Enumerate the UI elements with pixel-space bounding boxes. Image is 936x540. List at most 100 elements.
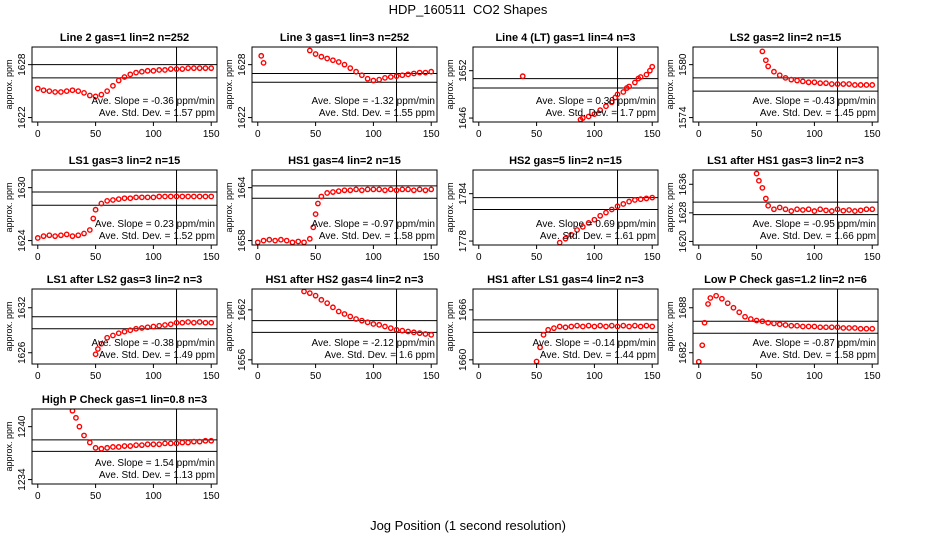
data-point bbox=[156, 193, 163, 200]
data-point bbox=[81, 89, 87, 96]
data-point bbox=[637, 74, 644, 80]
data-point bbox=[202, 65, 209, 72]
data-point bbox=[643, 195, 650, 202]
data-point bbox=[707, 295, 714, 301]
x-tick-label: 150 bbox=[423, 252, 440, 263]
data-point bbox=[637, 196, 644, 203]
x-tick-label: 50 bbox=[90, 129, 102, 140]
x-tick-label: 150 bbox=[423, 371, 440, 382]
data-point bbox=[568, 323, 575, 330]
slope-annotation: Ave. Slope = -0.87 ppm/min bbox=[753, 338, 877, 349]
std-annotation: Ave. Std. Dev. = 1.13 ppm bbox=[99, 470, 215, 481]
data-point bbox=[34, 85, 41, 92]
data-point bbox=[811, 323, 818, 330]
data-point bbox=[127, 71, 134, 78]
y-axis-label: approx. ppm bbox=[665, 59, 675, 109]
x-tick-label: 100 bbox=[365, 129, 382, 140]
x-tick-label: 0 bbox=[255, 252, 261, 263]
panel-7: LS1 after HS1 gas=3 lin=2 n=3 0 50 100 150 16… bbox=[665, 155, 881, 263]
data-point bbox=[817, 80, 824, 87]
data-point bbox=[63, 88, 70, 95]
data-series bbox=[301, 289, 435, 338]
data-point bbox=[196, 319, 203, 325]
data-point bbox=[782, 322, 789, 328]
panel-title: HS2 gas=5 lin=2 n=15 bbox=[509, 155, 622, 167]
std-annotation: Ave. Std. Dev. = 1.66 ppm bbox=[760, 231, 876, 242]
data-point bbox=[869, 325, 876, 332]
data-point bbox=[631, 79, 638, 86]
x-tick-label: 150 bbox=[203, 371, 220, 382]
x-tick-label: 100 bbox=[586, 129, 603, 140]
data-point bbox=[353, 186, 359, 193]
data-point bbox=[58, 89, 64, 95]
plot-frame bbox=[692, 169, 879, 246]
slope-annotation: Ave. Slope = -0.43 ppm/min bbox=[753, 96, 877, 107]
panel-5: HS1 gas=4 lin=2 n=15 0 50 100 150 1658 1664app… bbox=[224, 155, 440, 263]
plot-frame bbox=[472, 288, 659, 365]
data-point bbox=[121, 443, 128, 449]
data-point bbox=[747, 316, 754, 322]
x-tick-label: 100 bbox=[806, 371, 823, 382]
y-axis-label: approx. ppm bbox=[445, 59, 455, 109]
data-series bbox=[69, 409, 215, 452]
data-point bbox=[185, 193, 191, 200]
data-point bbox=[254, 239, 261, 245]
data-point bbox=[776, 321, 783, 328]
std-annotation: Ave. Std. Dev. = 1.58 ppm bbox=[760, 350, 876, 361]
data-series bbox=[533, 322, 656, 364]
data-point bbox=[162, 322, 168, 328]
data-point bbox=[347, 187, 354, 194]
data-point bbox=[376, 321, 383, 328]
data-point bbox=[98, 445, 105, 452]
data-point bbox=[110, 444, 116, 450]
panel-title: LS1 after LS2 gas=3 lin=2 n=3 bbox=[47, 274, 203, 286]
data-point bbox=[794, 206, 800, 213]
data-point bbox=[695, 358, 702, 364]
data-point bbox=[393, 187, 400, 194]
data-point bbox=[846, 81, 852, 87]
data-point bbox=[324, 300, 331, 307]
slope-annotation: Ave. Slope = -0.38 ppm/min bbox=[92, 338, 216, 349]
data-point bbox=[540, 331, 547, 338]
data-point bbox=[765, 319, 772, 326]
data-point bbox=[341, 311, 348, 317]
panel-title: Line 2 gas=1 lin=2 n=252 bbox=[60, 32, 189, 44]
data-point bbox=[173, 440, 180, 447]
data-point bbox=[846, 207, 852, 213]
data-point bbox=[614, 91, 621, 98]
data-point bbox=[190, 319, 197, 326]
data-point bbox=[705, 301, 711, 307]
data-point bbox=[138, 68, 145, 75]
panel-9: HS1 after HS2 gas=4 lin=2 n=3 0 50 100 150 16… bbox=[224, 274, 440, 382]
data-point bbox=[98, 200, 105, 207]
data-point bbox=[840, 207, 847, 214]
x-tick-label: 100 bbox=[806, 129, 823, 140]
data-series bbox=[34, 193, 215, 241]
data-point bbox=[315, 200, 321, 207]
data-point bbox=[649, 194, 656, 201]
x-tick-label: 50 bbox=[310, 252, 322, 263]
data-point bbox=[759, 318, 766, 325]
data-point bbox=[150, 194, 157, 201]
data-point bbox=[144, 67, 151, 74]
std-annotation: Ave. Std. Dev. = 1.52 ppm bbox=[99, 231, 215, 242]
data-point bbox=[579, 115, 586, 121]
data-point bbox=[98, 91, 105, 98]
y-axis-label: approx. ppm bbox=[4, 59, 14, 109]
std-annotation: Ave. Std. Dev. = 1.7 ppm bbox=[545, 108, 656, 119]
data-point bbox=[306, 290, 313, 297]
data-point bbox=[519, 73, 526, 80]
data-point bbox=[144, 324, 151, 331]
y-tick-label: 1622 bbox=[17, 106, 28, 129]
data-point bbox=[805, 206, 812, 213]
data-point bbox=[46, 88, 53, 95]
data-point bbox=[643, 71, 650, 78]
x-tick-label: 50 bbox=[751, 129, 763, 140]
data-point bbox=[81, 432, 87, 439]
data-point bbox=[167, 440, 174, 447]
y-tick-label: 1632 bbox=[17, 296, 28, 319]
data-point bbox=[156, 441, 163, 448]
data-point bbox=[382, 187, 388, 194]
data-point bbox=[358, 187, 365, 194]
x-tick-label: 100 bbox=[586, 371, 603, 382]
